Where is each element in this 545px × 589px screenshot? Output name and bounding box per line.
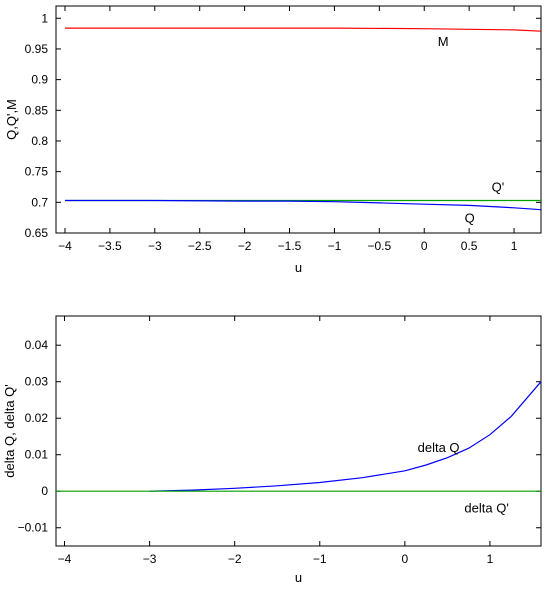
bottom-x-tick-label: −3 [143, 552, 157, 566]
top-annotations: M Q' Q [438, 34, 504, 226]
top-y-tick-label: 0.75 [25, 165, 49, 179]
bottom-y-tick-label: 0.04 [25, 338, 49, 352]
bottom-plot-panel: −4 −3 −2 −1 0 1 −0.01 0 0.01 0.02 0.03 0.04 delta … [2, 315, 542, 585]
top-series-group [65, 27, 542, 211]
top-y-tick-label: 0.7 [31, 195, 48, 209]
top-y-axis-label: Q,Q',M [4, 99, 19, 140]
top-x-tick-label: 0 [421, 239, 428, 253]
top-annotation-m: M [438, 34, 449, 49]
top-x-tick-label: −3 [148, 239, 162, 253]
top-plot-panel: −4 −3.5 −3 −2.5 −2 −1.5 −1 −0.5 0 0.5 1 0.65 0.7 0.7… [4, 5, 542, 275]
top-series-q-line [65, 199, 542, 211]
top-x-tick-label: −1.5 [278, 239, 302, 253]
top-x-tick-label: 1 [511, 239, 518, 253]
bottom-x-tick-label: −2 [228, 552, 242, 566]
bottom-annotations: delta Q delta Q' [418, 440, 509, 516]
bottom-y-tick-label: 0 [41, 484, 48, 498]
top-x-tick-label: −2 [238, 239, 252, 253]
bottom-x-axis: −4 −3 −2 −1 0 1 [58, 316, 494, 566]
top-plot-frame [55, 5, 542, 234]
top-y-tick-label: 0.95 [25, 42, 49, 56]
bottom-annotation-delta-q: delta Q' [464, 500, 508, 515]
top-y-tick-label: 0.8 [31, 134, 48, 148]
bottom-y-axis: −0.01 0 0.01 0.02 0.03 0.04 [18, 338, 541, 535]
bottom-y-axis-label: delta Q, delta Q' [2, 384, 17, 478]
bottom-x-axis-label: u [295, 570, 302, 585]
bottom-series-group [56, 381, 542, 492]
top-x-tick-label: −4 [58, 239, 72, 253]
bottom-annotation-delta-q: delta Q [418, 440, 460, 455]
top-x-axis: −4 −3.5 −3 −2.5 −2 −1.5 −1 −0.5 0 0.5 1 [58, 6, 518, 253]
top-y-tick-label: 0.65 [25, 226, 49, 240]
top-x-axis-label: u [295, 260, 302, 275]
top-y-tick-label: 1 [41, 11, 48, 25]
top-annotation-q: Q [465, 211, 475, 226]
top-x-tick-label: 0.5 [461, 239, 478, 253]
top-annotation-q: Q' [492, 179, 505, 194]
bottom-y-tick-label: 0.02 [25, 411, 49, 425]
top-series-m-line [65, 27, 542, 32]
bottom-x-tick-label: −1 [313, 552, 327, 566]
top-x-tick-label: −1 [328, 239, 342, 253]
top-y-tick-label: 0.85 [25, 103, 49, 117]
bottom-x-tick-label: 1 [487, 552, 494, 566]
bottom-y-tick-label: −0.01 [18, 521, 49, 535]
bottom-plot-frame [55, 315, 542, 547]
bottom-y-tick-label: 0.01 [25, 448, 49, 462]
bottom-y-tick-label: 0.03 [25, 375, 49, 389]
top-x-tick-label: −3.5 [98, 239, 122, 253]
bottom-x-tick-label: −4 [58, 552, 72, 566]
top-x-tick-label: −2.5 [188, 239, 212, 253]
bottom-series-delta-q-line [149, 381, 542, 492]
top-x-tick-label: −0.5 [367, 239, 391, 253]
top-y-axis: 0.65 0.7 0.75 0.8 0.85 0.9 0.95 1 [25, 11, 541, 240]
top-y-tick-label: 0.9 [31, 73, 48, 87]
bottom-x-tick-label: 0 [402, 552, 409, 566]
